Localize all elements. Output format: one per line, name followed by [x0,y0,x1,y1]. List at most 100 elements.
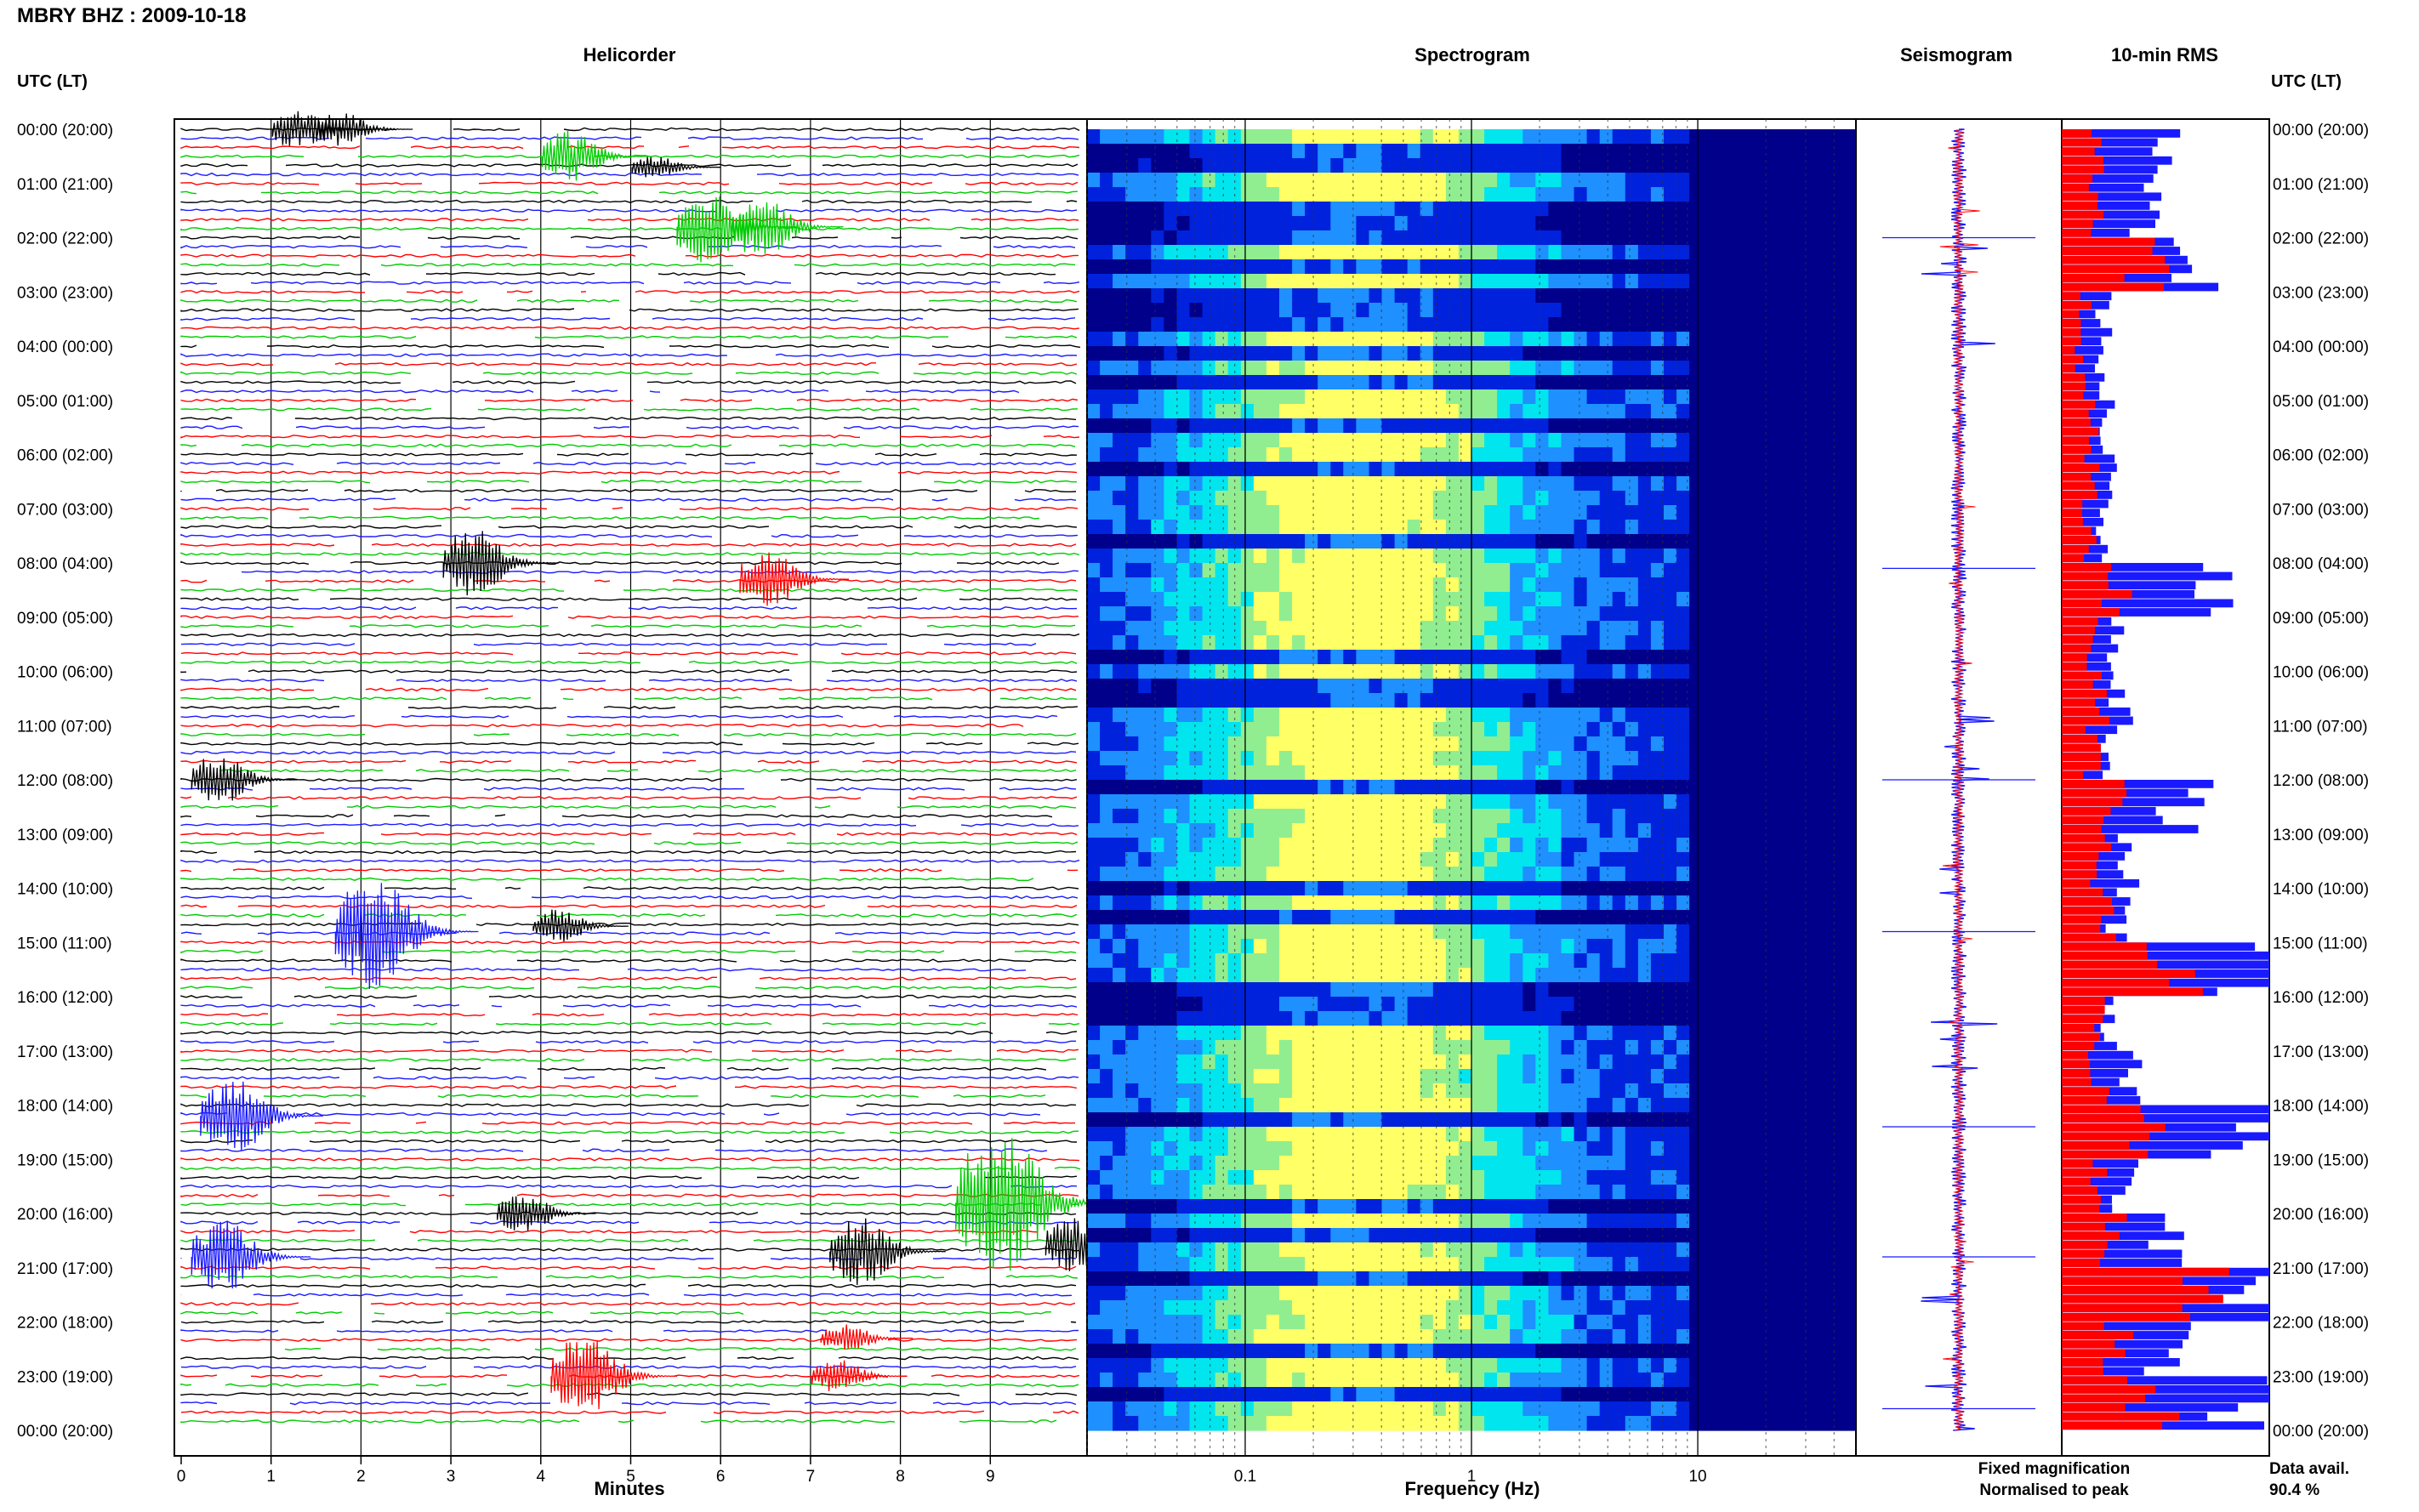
spectrogram-cell [1253,693,1267,708]
spectrogram-cell [1664,982,1677,998]
spectrogram-cell [1394,549,1409,564]
spectrogram-cell [1599,693,1614,708]
spectrogram-cell [1432,867,1447,882]
spectrogram-cell [1151,679,1164,694]
spectrogram-cell [1830,332,1844,347]
spectrogram-cell [1637,982,1652,998]
spectrogram-cell [1432,230,1447,246]
spectrogram-cell [1804,534,1819,549]
spectrogram-cell [1381,433,1396,448]
spectrogram-cell [1523,462,1536,477]
spectrogram-cell [1369,751,1383,766]
spectrogram-cell [1497,389,1511,405]
spectrogram-cell [1510,577,1523,593]
spectrogram-cell [1189,751,1204,766]
spectrogram-cell [1432,997,1447,1012]
spectrogram-cell [1510,158,1523,173]
spectrogram-cell [1292,1026,1306,1041]
spectrogram-cell [1715,491,1728,506]
spectrogram-cell [1842,1242,1857,1258]
spectrogram-cell [1535,187,1549,202]
spectrogram-cell [1305,809,1318,824]
spectrogram-cell [1330,751,1344,766]
spectrogram-cell [1125,1069,1139,1084]
spectrogram-cell [1484,1040,1498,1055]
spectrogram-cell [1318,708,1331,723]
spectrogram-cell [1702,1011,1716,1026]
spectrogram-cell [1586,997,1601,1012]
spectrogram-cell [1292,982,1306,998]
spectrogram-cell [1381,1112,1396,1128]
spectrogram-cell [1356,1054,1370,1070]
spectrogram-cell [1650,997,1665,1012]
spectrogram-cell [1202,303,1216,318]
spectrogram-cell [1330,1185,1344,1200]
spectrogram-cell [1830,288,1844,304]
spectrogram-cell [1266,375,1280,390]
spectrogram-cell [1842,230,1857,246]
spectrogram-cell [1689,1257,1703,1272]
spectrogram-cell [1548,230,1562,246]
spectrogram-cell [1138,404,1152,419]
spectrogram-cell [1586,418,1601,434]
spectrogram-cell [1779,664,1793,679]
spectrogram-cell [1343,867,1357,882]
spectrogram-cell [1266,1026,1280,1041]
spectrogram-cell [1420,259,1434,275]
spectrogram-cell [1151,1170,1164,1185]
spectrogram-cell [1804,765,1819,781]
spectrogram-cell [1318,780,1331,795]
spectrogram-cell [1138,144,1152,159]
spectrogram-cell [1343,693,1357,708]
spectrogram-cell [1240,129,1255,145]
spectrogram-cell [1266,1011,1280,1026]
spectrogram-cell [1189,968,1204,983]
spectrogram-cell [1842,1170,1857,1185]
spectrogram-cell [1510,288,1523,304]
spectrogram-cell [1458,505,1472,520]
spectrogram-cell [1087,1040,1101,1055]
spectrogram-cell [1305,693,1318,708]
spectrogram-cell [1535,259,1549,275]
spectrogram-cell [1830,491,1844,506]
spectrogram-cell [1151,1185,1164,1200]
spectrogram-cell [1100,577,1113,593]
spectrogram-cell [1100,765,1113,781]
spectrogram-cell [1817,1170,1831,1185]
spectrogram-cell [1599,520,1614,535]
spectrogram-cell [1715,679,1728,694]
spectrogram-cell [1791,433,1806,448]
spectrogram-cell [1766,303,1780,318]
spectrogram-cell [1650,621,1665,636]
spectrogram-cell [1445,1083,1460,1099]
spectrogram-cell [1625,505,1639,520]
spectrogram-cell [1292,664,1306,679]
spectrogram-cell [1330,693,1344,708]
spectrogram-cell [1356,751,1370,766]
spectrogram-cell [1715,910,1728,925]
spectrogram-cell [1625,635,1639,651]
spectrogram-cell [1394,924,1409,940]
spectrogram-cell [1727,577,1741,593]
spectrogram-cell [1227,736,1242,752]
spectrogram-cell [1702,867,1716,882]
spectrogram-cell [1164,1069,1178,1084]
spectrogram-cell [1804,1026,1819,1041]
spectrogram-cell [1599,679,1614,694]
spectrogram-cell [1138,1054,1152,1070]
spectrogram-cell [1586,129,1601,145]
spectrogram-cell [1612,1214,1626,1229]
spectrogram-cell [1369,1141,1383,1157]
spectrogram-cell [1305,881,1318,896]
spectrogram-cell [1125,375,1139,390]
spectrogram-cell [1292,924,1306,940]
spectrogram-cell [1292,245,1306,260]
spectrogram-cell [1497,1242,1511,1258]
spectrogram-cell [1817,924,1831,940]
spectrogram-cell [1266,1040,1280,1055]
spectrogram-cell [1664,1170,1677,1185]
spectrogram-cell [1484,389,1498,405]
spectrogram-cell [1164,881,1178,896]
spectrogram-cell [1804,1069,1819,1084]
spectrogram-cell [1804,144,1819,159]
